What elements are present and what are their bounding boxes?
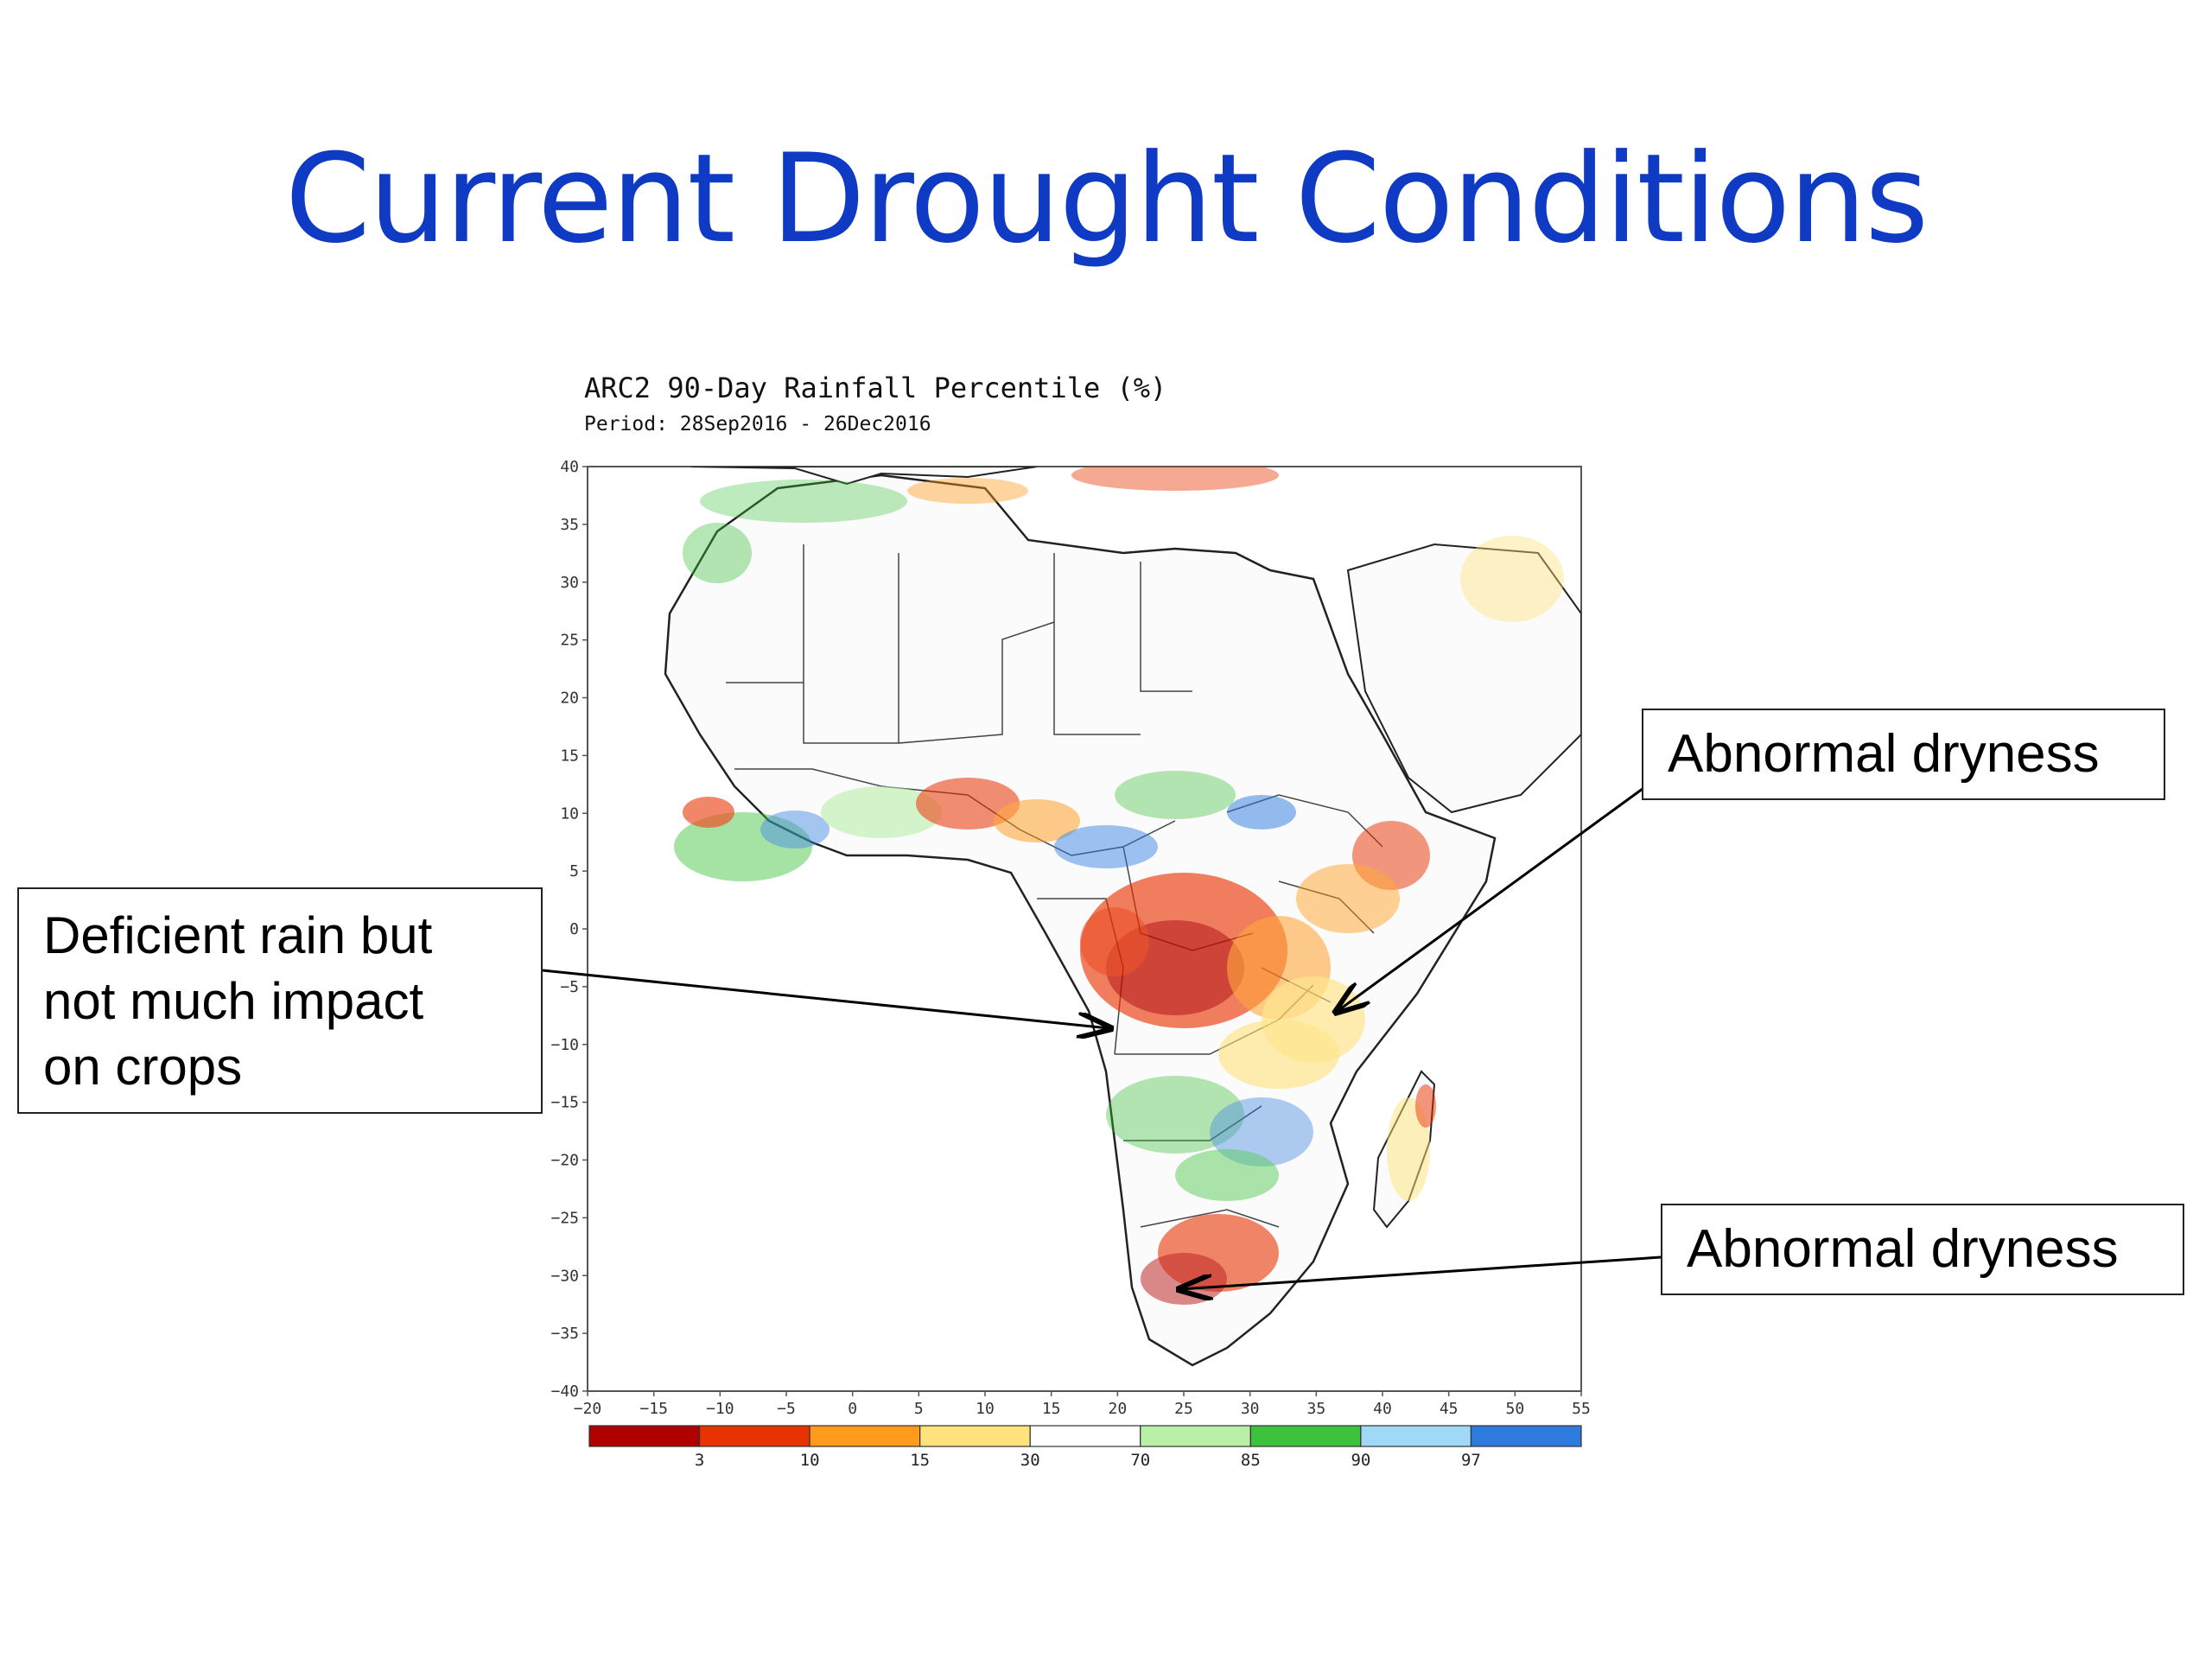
callout-text: Abnormal dryness [1668, 724, 2100, 784]
slide-title: Current Drought Conditions [284, 128, 1929, 270]
lon-tick-label: −10 [706, 1400, 734, 1418]
lon-tick-label: 0 [848, 1400, 857, 1418]
colorbar-segment [588, 1425, 701, 1447]
colorbar-label: 3 [695, 1451, 704, 1470]
lat-tick-label: 40 [560, 458, 579, 476]
callout-line-3: on crops [43, 1038, 243, 1096]
colorbar-label: 15 [910, 1451, 930, 1470]
lon-tick-label: −5 [777, 1400, 796, 1418]
rainfall-shading [674, 467, 1564, 1305]
lat-tick-label: 5 [569, 862, 579, 880]
colorbar-label: 90 [1351, 1451, 1370, 1470]
lon-tick-label: 30 [1241, 1400, 1260, 1418]
callout-deficient-rain: Deficient rain but not much impact on cr… [17, 887, 543, 1114]
colorbar-label: 30 [1020, 1451, 1040, 1470]
lon-tick-label: −15 [639, 1400, 668, 1418]
colorbar-segment [1360, 1425, 1472, 1447]
colorbar-segment [1249, 1425, 1362, 1447]
lon-tick-label: 40 [1373, 1400, 1392, 1418]
lat-tick-label: 10 [560, 804, 579, 823]
arabian-peninsula [1346, 543, 1581, 814]
lat-tick-label: −15 [550, 1094, 579, 1112]
colorbar-label: 10 [800, 1451, 820, 1470]
lon-tick-label: 15 [1042, 1400, 1061, 1418]
southern-europe [690, 467, 1038, 486]
lon-tick-label: 25 [1174, 1400, 1193, 1418]
lat-tick-label: −30 [550, 1267, 579, 1285]
callout-text: Abnormal dryness [1687, 1219, 2119, 1279]
colorbar-segment [919, 1425, 1031, 1447]
lon-tick-label: −20 [574, 1400, 602, 1418]
lat-tick-label: 0 [569, 920, 579, 938]
africa-landmass [664, 474, 1497, 1367]
lon-tick-label: 20 [1108, 1400, 1127, 1418]
map-period: Period: 28Sep2016 - 26Dec2016 [584, 413, 931, 435]
colorbar-segment [809, 1425, 921, 1447]
longitude-axis: −20 −15 −10 −5 0 5 10 15 20 25 30 35 40 45 50 55 [574, 1391, 1591, 1418]
lat-tick-label: −5 [560, 978, 579, 996]
colorbar [588, 1425, 1582, 1447]
colorbar-label: 97 [1461, 1451, 1481, 1470]
callout-line-1: Deficient rain but [43, 906, 433, 964]
lon-tick-label: 45 [1440, 1400, 1459, 1418]
lat-tick-label: 15 [560, 747, 579, 765]
lon-tick-label: 50 [1505, 1400, 1524, 1418]
lon-tick-label: 55 [1572, 1400, 1591, 1418]
lat-tick-label: −40 [550, 1382, 579, 1401]
lat-tick-label: 30 [560, 574, 579, 592]
callout-line-2: not much impact [43, 972, 424, 1030]
lat-tick-label: 20 [560, 690, 579, 708]
lat-tick-label: −10 [550, 1036, 579, 1054]
colorbar-labels: 3 10 15 30 70 85 90 97 [695, 1451, 1481, 1470]
callout-abnormal-dryness-east: Abnormal dryness [1642, 709, 2165, 800]
colorbar-segment [698, 1425, 810, 1447]
colorbar-segment [1029, 1425, 1141, 1447]
colorbar-segment [1140, 1425, 1251, 1447]
latitude-axis: 40 35 30 25 20 15 10 5 0 −5 −10 −15 −20 −25 −30 −35 −40 [550, 458, 588, 1401]
lat-tick-label: 35 [560, 516, 579, 534]
colorbar-label: 85 [1241, 1451, 1261, 1470]
lat-tick-label: −20 [550, 1152, 579, 1170]
callout-abnormal-dryness-south: Abnormal dryness [1661, 1204, 2184, 1295]
colorbar-label: 70 [1130, 1451, 1150, 1470]
map-title: ARC2 90-Day Rainfall Percentile (%) [584, 372, 1167, 404]
colorbar-segment [1470, 1425, 1582, 1447]
lat-tick-label: −35 [550, 1325, 579, 1343]
lon-tick-label: 10 [976, 1400, 995, 1418]
lat-tick-label: −25 [550, 1209, 579, 1227]
lon-tick-label: 35 [1306, 1400, 1325, 1418]
lon-tick-label: 5 [914, 1400, 924, 1418]
lat-tick-label: 25 [560, 632, 579, 650]
rainfall-percentile-map: 4035302520151050−5−10−15−20−25−30−35−40 … [550, 458, 1591, 1470]
